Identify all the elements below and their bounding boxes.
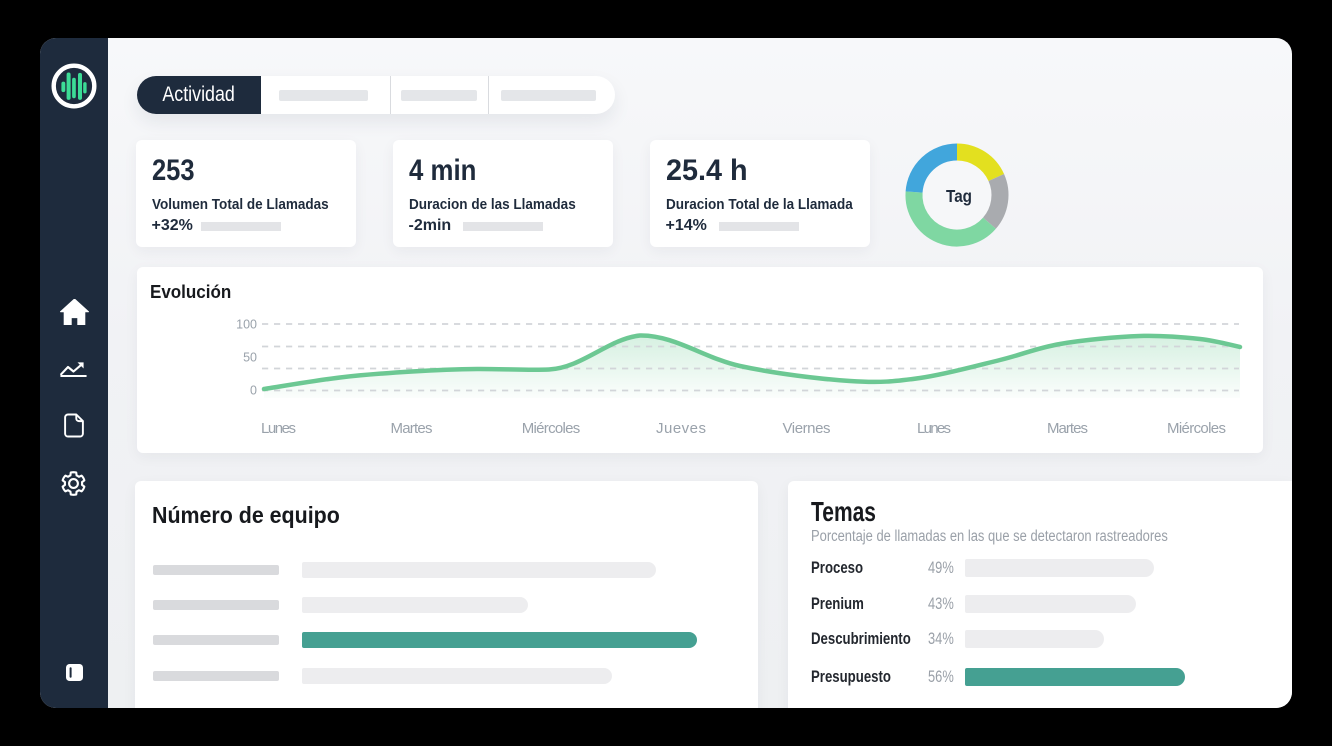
svg-text:Martes: Martes xyxy=(1047,420,1088,437)
svg-text:Martes: Martes xyxy=(391,420,433,437)
svg-text:Viernes: Viernes xyxy=(783,420,831,437)
svg-text:100: 100 xyxy=(236,318,257,332)
svg-text:Lunes: Lunes xyxy=(261,420,296,437)
svg-text:Miércoles: Miércoles xyxy=(1167,420,1226,437)
svg-text:50: 50 xyxy=(243,351,257,365)
svg-text:Miércoles: Miércoles xyxy=(522,420,581,437)
svg-text:Jueves: Jueves xyxy=(656,420,706,437)
svg-text:0: 0 xyxy=(250,384,257,398)
svg-text:Lunes: Lunes xyxy=(917,420,951,437)
